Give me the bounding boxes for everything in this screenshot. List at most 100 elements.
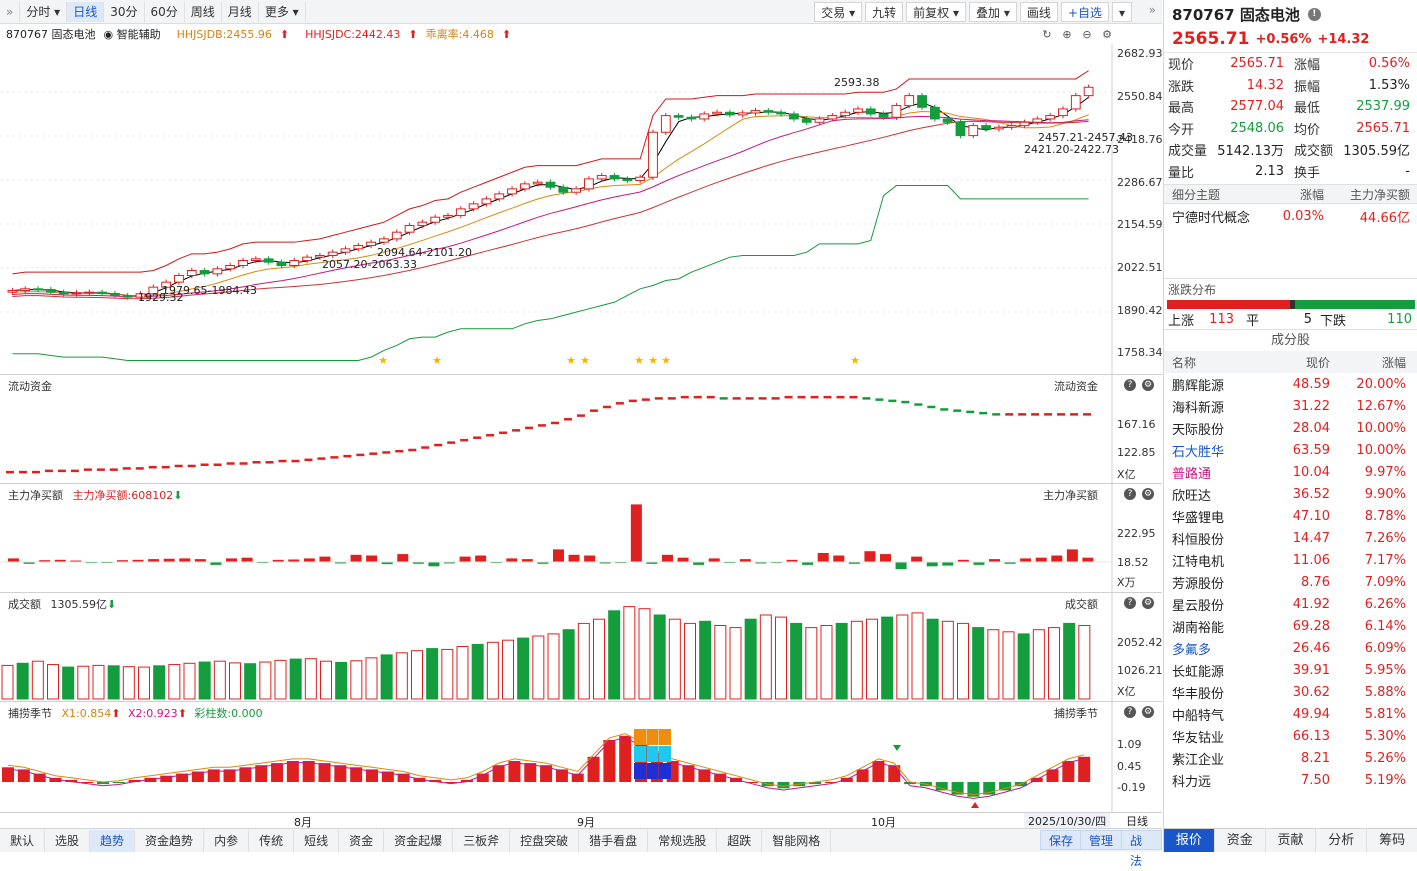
help-icon[interactable]: ?	[1124, 379, 1136, 391]
strategy-tab[interactable]: 短线	[294, 829, 340, 852]
strategy-tab[interactable]: 选股	[45, 829, 91, 852]
strategy-tab[interactable]: 三板斧	[453, 829, 511, 852]
candle-body	[97, 291, 107, 294]
strategy-tab[interactable]: 控盘突破	[510, 829, 580, 852]
strategy-tab[interactable]: 趋势	[90, 829, 136, 852]
component-price: 7.50	[1301, 772, 1330, 788]
tab-contribution[interactable]: 贡献	[1266, 829, 1317, 852]
strategy-tab[interactable]: 内参	[204, 829, 250, 852]
net-bar	[490, 562, 502, 564]
net-value: 主力净买额:608102	[72, 489, 174, 502]
flow-mark	[654, 397, 663, 400]
trade-button[interactable]: 交易 ▾	[814, 2, 863, 22]
save-button[interactable]: 保存	[1040, 830, 1083, 850]
strategy-tab[interactable]: 猎手看盘	[579, 829, 649, 852]
star-marker: ★	[432, 354, 442, 367]
component-row[interactable]: 中船特气 49.94 5.81%	[1164, 703, 1417, 725]
draw-button[interactable]: 画线	[1019, 2, 1058, 22]
volume-bar	[138, 666, 150, 700]
watchlist-dropdown-icon[interactable]: ▾	[1111, 2, 1132, 22]
component-name: 欣旺达	[1172, 488, 1212, 504]
y-tick: 2286.67	[1117, 176, 1163, 189]
smart-assist-toggle[interactable]: ◉ 智能辅助	[103, 28, 161, 41]
component-row[interactable]: 欣旺达 36.52 9.90%	[1164, 483, 1417, 505]
theme-row[interactable]: 宁德时代概念 0.03% 44.66亿	[1172, 208, 1410, 226]
net-bar	[241, 557, 253, 562]
strategy-tab[interactable]: 资金起爆	[384, 829, 454, 852]
tab-more[interactable]: 更多 ▾	[259, 1, 306, 22]
manage-button[interactable]: 管理	[1080, 830, 1123, 850]
add-watchlist-button[interactable]: +自选	[1060, 2, 1109, 22]
help-icon[interactable]: ?	[1124, 488, 1136, 500]
tactics-button[interactable]: 战法	[1121, 830, 1162, 868]
strategy-tab[interactable]: 智能网格	[762, 829, 832, 852]
component-row[interactable]: 多氟多 26.46 6.09%	[1164, 637, 1417, 659]
help-icon[interactable]: ?	[1124, 597, 1136, 609]
component-name: 科力远	[1172, 774, 1212, 790]
component-price: 28.04	[1292, 420, 1330, 436]
flow-mark	[810, 395, 819, 399]
volume-bar	[456, 646, 469, 700]
strategy-tab[interactable]: 资金趋势	[135, 829, 205, 852]
tab-analysis[interactable]: 分析	[1316, 829, 1368, 852]
component-row[interactable]: 湖南裕能 69.28 6.14%	[1164, 615, 1417, 637]
settings-icon[interactable]: ⚙	[1142, 488, 1154, 500]
flow-mark	[200, 463, 209, 466]
component-row[interactable]: 华丰股份 30.62 5.88%	[1164, 681, 1417, 703]
collapse-icon[interactable]: »	[0, 1, 21, 22]
candle-body	[853, 108, 863, 113]
moving-average-line	[12, 115, 1089, 298]
expand-icon[interactable]: »	[1148, 3, 1156, 17]
component-row[interactable]: 石大胜华 63.59 10.00%	[1164, 439, 1417, 461]
component-row[interactable]: 科力远 7.50 5.19%	[1164, 769, 1417, 791]
tab-quote[interactable]: 报价	[1164, 829, 1215, 852]
component-row[interactable]: 华友钴业 66.13 5.30%	[1164, 725, 1417, 747]
main-candlestick-chart[interactable]: ★ ★ ★ ★ ★ ★ ★ ★	[0, 0, 1162, 828]
adjust-button[interactable]: 前复权 ▾	[906, 2, 967, 22]
component-row[interactable]: 天际股份 28.04 10.00%	[1164, 417, 1417, 439]
refresh-icon[interactable]: ↻	[1042, 28, 1052, 41]
net-bar	[117, 560, 128, 562]
tab-funds[interactable]: 资金	[1215, 829, 1266, 852]
nine-turn-button[interactable]: 九转	[865, 2, 904, 22]
component-row[interactable]: 鹏辉能源 48.59 20.00%	[1164, 373, 1417, 395]
component-name: 长虹能源	[1172, 664, 1225, 680]
net-bar	[880, 554, 891, 562]
strategy-tab[interactable]: 传统	[249, 829, 295, 852]
tab-weekly[interactable]: 周线	[185, 1, 222, 22]
component-row[interactable]: 华盛锂电 47.10 8.78%	[1164, 505, 1417, 527]
component-row[interactable]: 科恒股份 14.47 7.26%	[1164, 527, 1417, 549]
component-row[interactable]: 海科新源 31.22 12.67%	[1164, 395, 1417, 417]
strategy-tab[interactable]: 超跌	[717, 829, 763, 852]
tab-30min[interactable]: 30分	[104, 1, 145, 22]
strategy-tab[interactable]: 默认	[0, 829, 46, 852]
component-row[interactable]: 普路通 10.04 9.97%	[1164, 461, 1417, 483]
component-row[interactable]: 江特电机 11.06 7.17%	[1164, 549, 1417, 571]
settings-icon[interactable]: ⚙	[1142, 379, 1154, 391]
settings-icon[interactable]: ⚙	[1102, 28, 1112, 41]
component-row[interactable]: 芳源股份 8.76 7.09%	[1164, 571, 1417, 593]
y-tick: 1758.34	[1117, 346, 1163, 359]
tab-chips[interactable]: 筹码	[1367, 829, 1417, 852]
strategy-tab[interactable]: 资金	[339, 829, 385, 852]
tab-60min[interactable]: 60分	[145, 1, 185, 22]
candle-body	[366, 241, 377, 247]
component-row[interactable]: 星云股份 41.92 6.26%	[1164, 593, 1417, 615]
component-row[interactable]: 长虹能源 39.91 5.95%	[1164, 659, 1417, 681]
tab-intraday[interactable]: 分时 ▾	[20, 1, 68, 22]
zoom-in-icon[interactable]: ⊕	[1062, 28, 1072, 41]
volume-bar	[31, 660, 44, 700]
tab-monthly[interactable]: 月线	[222, 1, 259, 22]
candle-body	[648, 131, 658, 178]
overlay-button[interactable]: 叠加 ▾	[969, 2, 1017, 22]
strategy-tab[interactable]: 常规选股	[648, 829, 718, 852]
y-unit: X亿	[1117, 468, 1136, 481]
season-bar	[1062, 761, 1075, 782]
info-icon[interactable]: !	[1307, 7, 1321, 21]
help-icon[interactable]: ?	[1124, 706, 1136, 718]
component-row[interactable]: 紫江企业 8.21 5.26%	[1164, 747, 1417, 769]
zoom-out-icon[interactable]: ⊖	[1082, 28, 1092, 41]
settings-icon[interactable]: ⚙	[1142, 597, 1154, 609]
tab-daily[interactable]: 日线	[67, 1, 105, 22]
settings-icon[interactable]: ⚙	[1142, 706, 1154, 718]
